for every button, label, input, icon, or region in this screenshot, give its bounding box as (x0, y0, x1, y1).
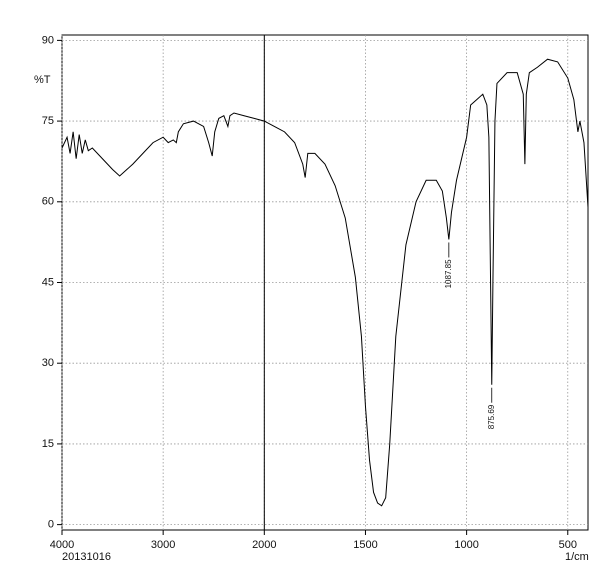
x-tick-label: 2000 (252, 539, 276, 551)
y-tick-label: 0 (48, 519, 54, 531)
y-axis-label: %T (34, 74, 51, 86)
y-tick-label: 90 (42, 34, 54, 46)
date-stamp: 20131016 (62, 551, 111, 563)
x-axis-label: 1/cm (565, 551, 589, 563)
x-tick-label: 3000 (151, 539, 175, 551)
x-tick-label: 1000 (454, 539, 478, 551)
y-tick-label: 15 (42, 438, 54, 450)
y-tick-label: 75 (42, 115, 54, 127)
x-tick-label: 4000 (50, 539, 74, 551)
peak-label: 1087.85 (444, 259, 453, 288)
y-tick-label: 45 (42, 276, 54, 288)
x-tick-label: 1500 (353, 539, 377, 551)
spectrum-line (61, 58, 589, 507)
y-tick-label: 60 (42, 196, 54, 208)
y-tick-label: 30 (42, 357, 54, 369)
x-tick-label: 500 (559, 539, 577, 551)
peak-label: 875.69 (487, 404, 496, 429)
